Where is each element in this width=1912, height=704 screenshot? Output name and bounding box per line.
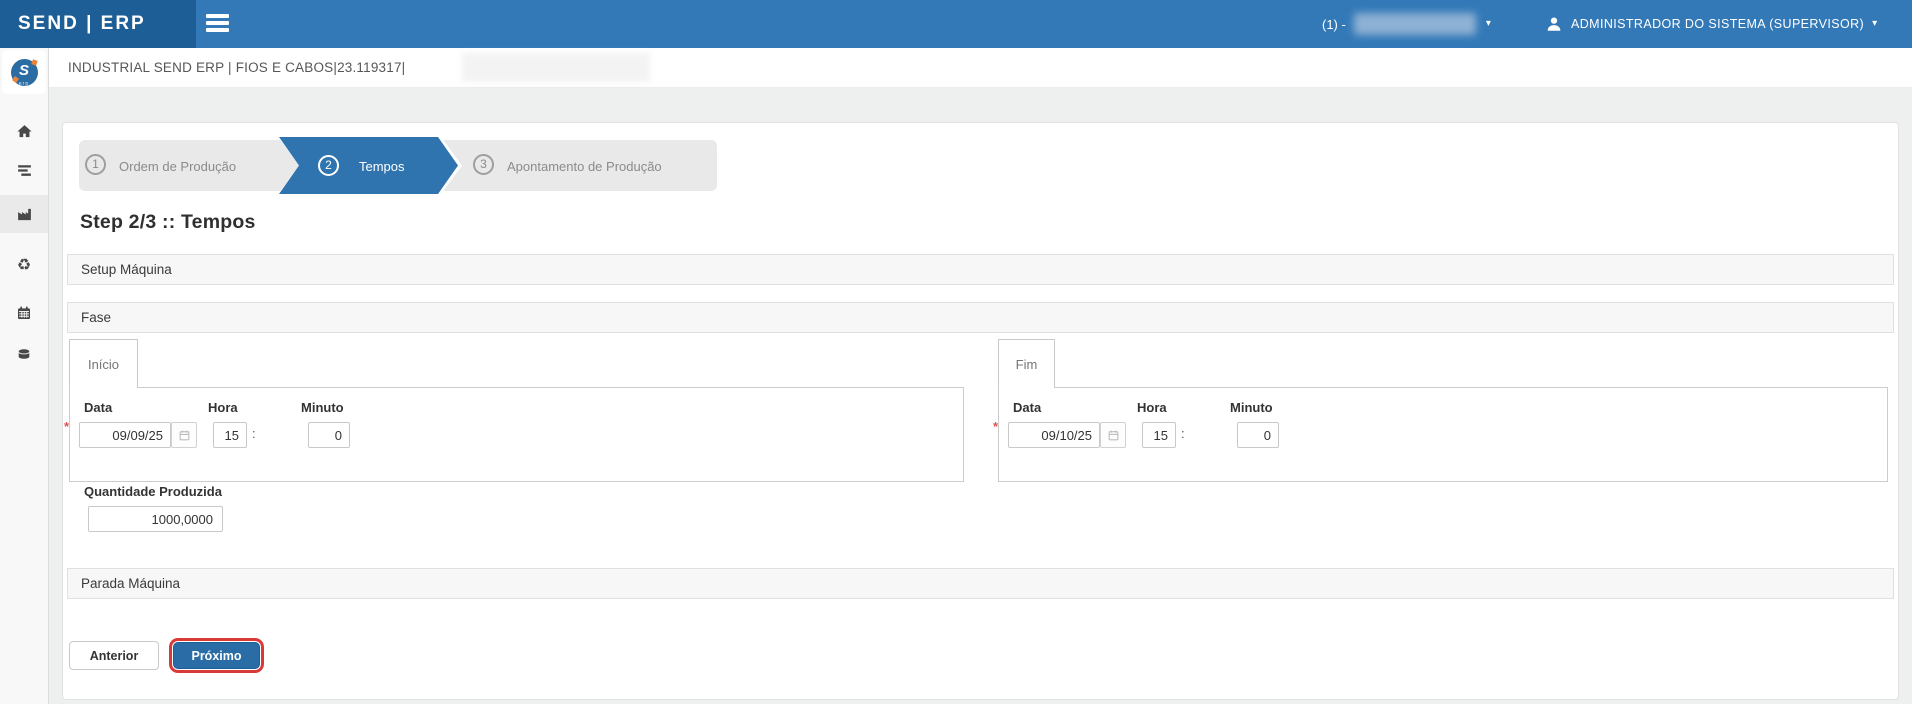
anterior-button[interactable]: Anterior [69, 641, 159, 670]
app-brand: SEND | ERP [0, 0, 196, 48]
tab-fim[interactable]: Fim [998, 339, 1055, 388]
section-header-setup-maquina[interactable]: Setup Máquina [67, 254, 1894, 285]
top-bar: SEND | ERP (1) - ▾ ADMINISTRADOR DO SIST… [0, 0, 1912, 48]
company-prefix: (1) - [1322, 16, 1346, 32]
panel-inicio [69, 387, 964, 482]
list-icon [17, 164, 31, 176]
company-name-redacted [1353, 13, 1476, 35]
app-logo[interactable]: S erp [2, 50, 46, 94]
inicio-minuto-label: Minuto [301, 400, 344, 415]
inicio-data-label: Data [84, 400, 113, 415]
sidebar: S erp ♻ [0, 48, 49, 704]
caret-down-icon: ▾ [1485, 18, 1491, 29]
inicio-hora-input[interactable] [213, 422, 247, 448]
section-header-fase[interactable]: Fase [67, 302, 1894, 333]
fim-minuto-input[interactable] [1237, 422, 1279, 448]
page-title: Step 2/3 :: Tempos [80, 211, 256, 233]
inicio-minuto-input[interactable] [308, 422, 350, 448]
logo-icon: S erp [10, 58, 38, 86]
factory-icon [17, 208, 31, 220]
fim-hora-input[interactable] [1142, 422, 1176, 448]
fim-minuto-label: Minuto [1230, 400, 1273, 415]
breadcrumb-bar: INDUSTRIAL SEND ERP | FIOS E CABOS|23.11… [0, 48, 1912, 88]
wizard-stepper: 1 Ordem de Produção 2 Tempos 3 Apontamen… [79, 140, 717, 191]
step-3-number[interactable]: 3 [473, 154, 494, 175]
inicio-datepicker-button[interactable] [171, 422, 197, 448]
sidebar-item-recycle[interactable]: ♻ [0, 247, 48, 285]
sidebar-item-database[interactable] [0, 335, 48, 373]
panel-fim [998, 387, 1888, 482]
section-header-parada-maquina[interactable]: Parada Máquina [67, 568, 1894, 599]
step-2-active[interactable]: 2 Tempos [275, 133, 462, 198]
home-icon [16, 124, 32, 137]
time-separator: : [1181, 426, 1185, 441]
fim-hora-label: Hora [1137, 400, 1167, 415]
inicio-hora-label: Hora [208, 400, 238, 415]
required-marker: * [993, 419, 999, 434]
sidebar-item-calendar[interactable] [0, 294, 48, 332]
time-separator: : [252, 426, 256, 441]
step-2-label: Tempos [359, 159, 405, 174]
database-icon [18, 349, 30, 359]
main-card: 1 Ordem de Produção 2 Tempos 3 Apontamen… [62, 122, 1899, 700]
user-menu[interactable]: ADMINISTRADOR DO SISTEMA (SUPERVISOR) ▾ [1545, 0, 1878, 48]
caret-down-icon: ▾ [1872, 18, 1878, 29]
breadcrumb-redacted [462, 53, 650, 82]
fim-data-input[interactable] [1008, 422, 1100, 448]
calendar-icon [18, 306, 30, 319]
fim-datepicker-button[interactable] [1100, 422, 1126, 448]
step-2-chevron [279, 137, 458, 194]
required-marker: * [64, 419, 70, 434]
step-2-number: 2 [318, 155, 339, 176]
step-1-label[interactable]: Ordem de Produção [119, 159, 237, 174]
sidebar-item-list[interactable] [0, 151, 48, 189]
inicio-data-input[interactable] [79, 422, 171, 448]
hamburger-icon [206, 14, 229, 18]
calendar-picker-icon [1108, 430, 1118, 440]
breadcrumb: INDUSTRIAL SEND ERP | FIOS E CABOS|23.11… [68, 60, 406, 75]
company-selector[interactable]: (1) - ▾ [1322, 0, 1491, 48]
user-name: ADMINISTRADOR DO SISTEMA (SUPERVISOR) [1571, 17, 1865, 31]
step-3-label[interactable]: Apontamento de Produção [507, 159, 662, 174]
calendar-picker-icon [179, 430, 189, 440]
sidebar-item-home[interactable] [0, 112, 48, 150]
quantidade-produzida-input[interactable] [88, 506, 223, 532]
step-1-number[interactable]: 1 [85, 154, 106, 175]
recycle-icon: ♻ [16, 257, 32, 274]
quantidade-produzida-label: Quantidade Produzida [84, 484, 222, 499]
proximo-button[interactable]: Próximo [173, 642, 260, 669]
menu-toggle-button[interactable] [206, 14, 229, 33]
user-icon [1547, 17, 1561, 31]
sidebar-item-production[interactable] [0, 195, 48, 233]
tab-inicio[interactable]: Início [69, 339, 138, 388]
fim-data-label: Data [1013, 400, 1042, 415]
